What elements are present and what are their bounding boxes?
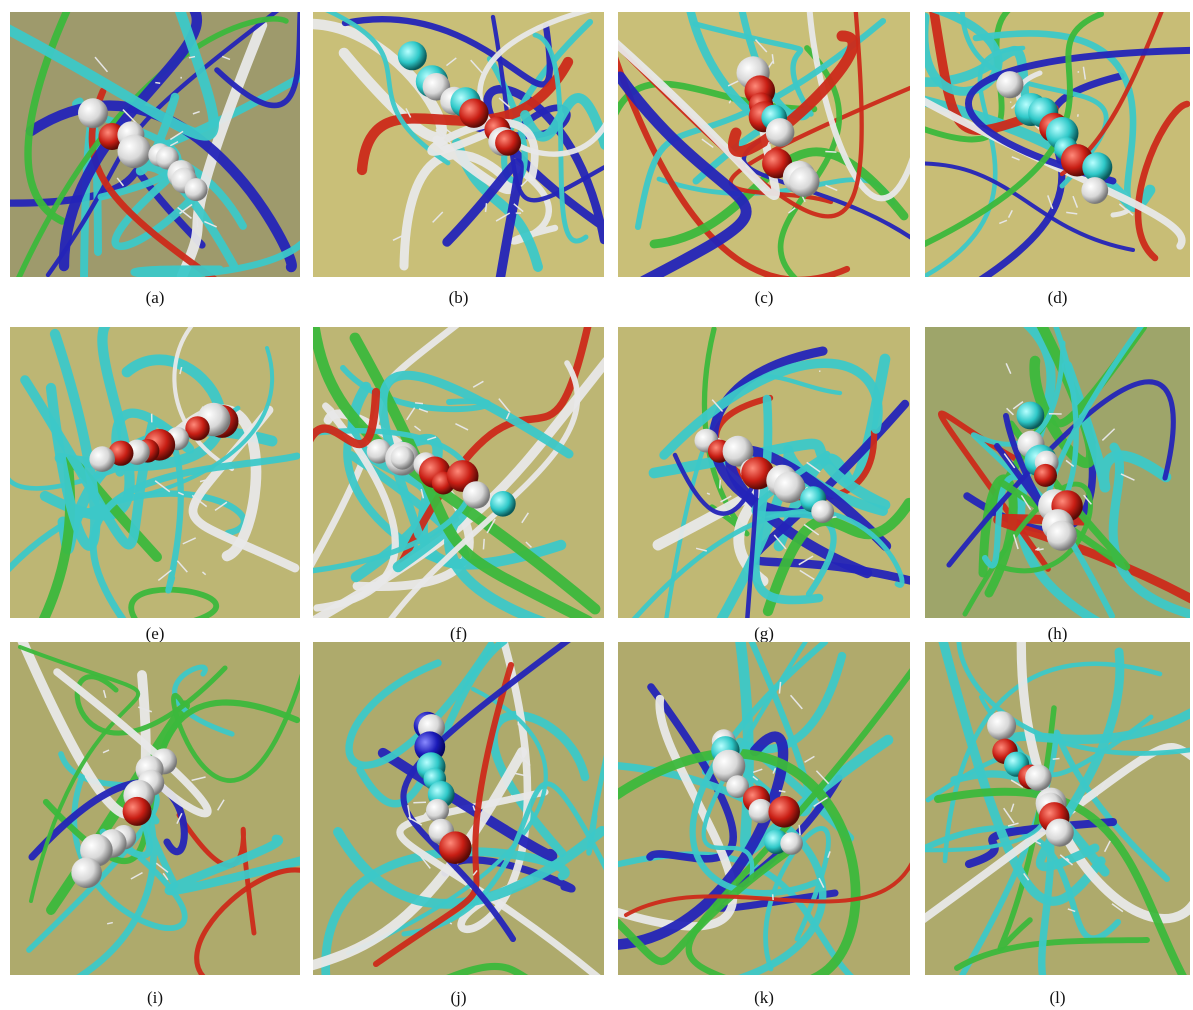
stick	[773, 894, 774, 900]
molecule-render	[618, 642, 910, 975]
stick	[825, 152, 836, 153]
panel-caption: (e)	[146, 624, 165, 644]
atom-sphere	[1047, 521, 1077, 551]
stick	[799, 825, 800, 835]
atom-sphere	[1034, 464, 1057, 487]
atom-sphere	[490, 491, 516, 517]
atom-sphere	[185, 416, 209, 440]
atom-sphere	[789, 167, 819, 197]
atom-sphere	[811, 500, 834, 523]
atom-sphere	[463, 481, 490, 508]
panel-caption: (k)	[754, 988, 774, 1008]
stick	[720, 480, 721, 489]
molecule-render	[925, 642, 1190, 975]
stick	[483, 539, 484, 550]
atom-sphere	[768, 796, 800, 828]
stick	[707, 493, 710, 494]
atom-sphere	[439, 831, 472, 864]
atom-sphere	[1017, 402, 1045, 430]
panel-caption: (h)	[1048, 624, 1068, 644]
panel-caption: (b)	[449, 288, 469, 308]
stick	[155, 83, 160, 84]
atom-sphere	[123, 797, 152, 826]
stick	[1053, 758, 1060, 759]
atom-sphere	[89, 446, 115, 472]
atom-sphere	[78, 98, 108, 128]
atom-sphere	[185, 178, 208, 201]
atom-sphere	[1081, 177, 1108, 204]
panel-caption: (l)	[1049, 988, 1065, 1008]
panel-caption: (d)	[1048, 288, 1068, 308]
atom-sphere	[766, 118, 795, 147]
atom-sphere	[495, 130, 521, 156]
molecule-render	[618, 12, 910, 277]
stick	[486, 203, 487, 212]
panel-caption: (i)	[147, 988, 163, 1008]
atom-sphere	[391, 446, 415, 470]
atom-sphere	[780, 832, 803, 855]
stick	[450, 923, 452, 924]
molecule-render	[925, 12, 1190, 277]
atom-sphere	[71, 857, 102, 888]
stick	[415, 403, 423, 404]
molecule-render	[618, 327, 910, 618]
stick	[197, 218, 198, 227]
atom-sphere	[1025, 765, 1051, 791]
panel-caption: (c)	[755, 288, 774, 308]
panel-caption: (g)	[754, 624, 774, 644]
molecule-render	[10, 642, 300, 975]
molecule-render	[925, 327, 1190, 618]
molecule-render	[10, 327, 300, 618]
atom-sphere	[459, 99, 488, 128]
panel-caption: (j)	[450, 988, 466, 1008]
atom-sphere	[1046, 819, 1074, 847]
molecule-render	[10, 12, 300, 277]
atom-sphere	[118, 135, 152, 169]
panel-caption: (f)	[450, 624, 467, 644]
stick	[1078, 114, 1079, 116]
figure-page: {"panels": [ {"caption": "(a)"}, {"capti…	[0, 0, 1193, 1010]
molecule-render	[313, 642, 604, 975]
atom-sphere	[996, 71, 1023, 98]
atom-sphere	[987, 711, 1016, 740]
molecule-render	[313, 12, 604, 277]
atom-sphere	[426, 799, 449, 822]
molecule-render	[313, 327, 604, 618]
panel-caption: (a)	[146, 288, 165, 308]
atom-sphere	[398, 41, 427, 70]
